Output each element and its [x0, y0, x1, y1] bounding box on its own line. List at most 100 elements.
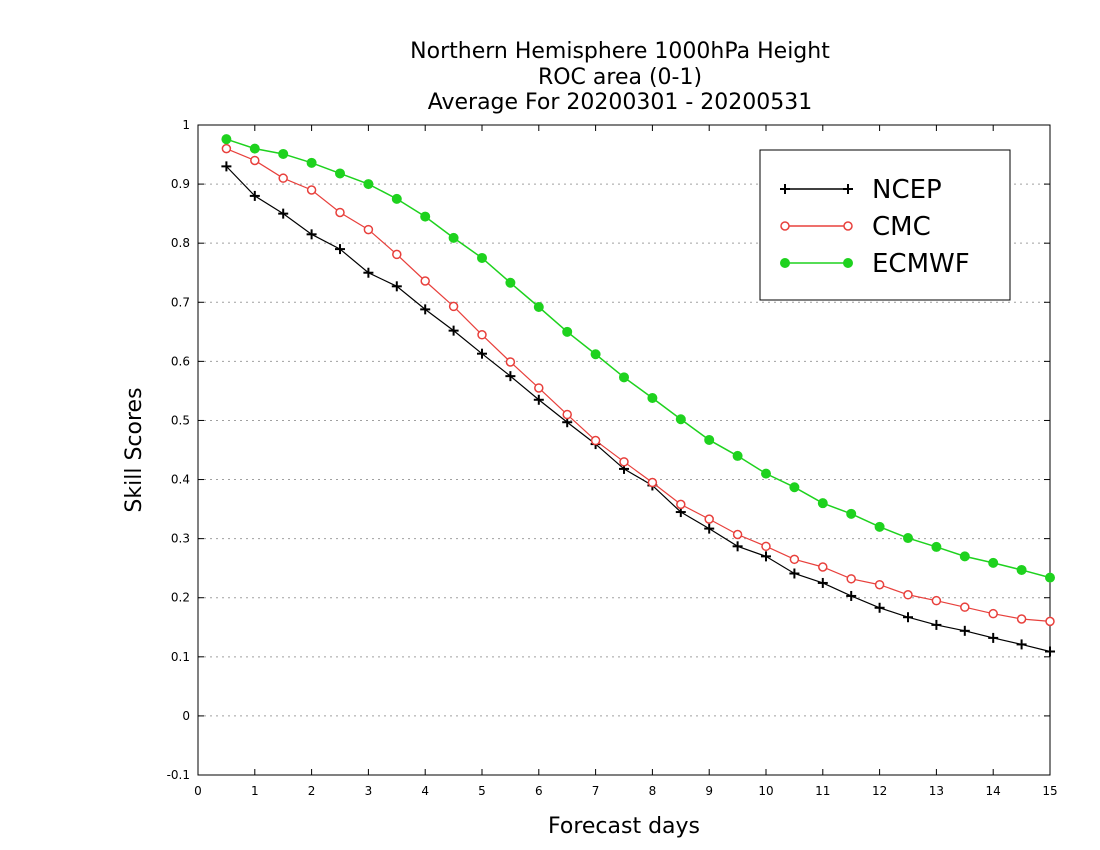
data-point-ecmwf — [874, 521, 885, 532]
x-tick-label: 4 — [421, 784, 429, 798]
plot-frame — [197, 124, 1051, 776]
data-point-cmc — [420, 276, 430, 286]
legend-item-ncep: NCEP — [780, 175, 942, 205]
data-point-cmc — [960, 602, 970, 612]
y-tick-label: 0.3 — [171, 532, 190, 546]
data-point-ecmwf — [391, 193, 402, 204]
data-point-ncep — [278, 208, 289, 219]
data-point-ncep — [817, 577, 828, 588]
data-point-ecmwf — [817, 498, 828, 509]
data-point-ecmwf — [363, 179, 374, 190]
data-point-ncep — [249, 190, 260, 201]
data-point-cmc — [477, 330, 487, 340]
data-point-ecmwf — [846, 508, 857, 519]
data-point-cmc — [988, 608, 998, 619]
x-tick-label: 13 — [929, 784, 944, 798]
data-point-ncep — [533, 394, 544, 405]
legend-marker-ncep — [780, 184, 790, 194]
data-point-ncep — [931, 619, 942, 630]
y-tick-label: 0.7 — [171, 295, 190, 309]
y-tick-label: 1 — [182, 118, 190, 132]
title-line-2: ROC area (0-1) — [538, 65, 702, 90]
data-point-cmc — [250, 155, 260, 166]
data-point-cmc — [534, 383, 544, 393]
x-tick-label: 6 — [535, 784, 543, 798]
data-point-cmc — [335, 207, 345, 218]
y-tick-label: 0.6 — [171, 354, 190, 368]
data-point-cmc — [903, 590, 913, 600]
data-point-ncep — [704, 523, 715, 534]
y-tick-label: 0.1 — [171, 650, 190, 664]
data-point-ncep — [505, 371, 516, 382]
data-point-cmc — [306, 185, 317, 195]
legend-label-cmc: CMC — [872, 212, 931, 242]
data-point-ecmwf — [761, 468, 771, 479]
data-point-ncep — [391, 281, 402, 292]
x-tick-label: 15 — [1042, 784, 1057, 798]
legend-label-ncep: NCEP — [872, 175, 942, 205]
y-tick-label: 0.5 — [171, 413, 190, 427]
data-point-cmc — [221, 143, 232, 154]
data-point-ecmwf — [931, 541, 942, 552]
data-point-ncep — [363, 267, 374, 278]
data-point-cmc — [931, 595, 942, 606]
data-point-cmc — [505, 357, 516, 367]
data-point-ecmwf — [647, 393, 658, 403]
x-tick-label: 8 — [649, 784, 657, 798]
data-point-ncep — [732, 541, 743, 552]
series-cmc — [221, 143, 1055, 627]
data-point-ecmwf — [448, 232, 459, 243]
legend-marker-ecmwf — [780, 258, 790, 268]
series-line-cmc — [226, 148, 1051, 622]
x-tick-label: 2 — [308, 784, 316, 798]
y-tick-label: 0.2 — [171, 591, 190, 605]
x-tick-label: 10 — [758, 784, 773, 798]
data-point-cmc — [704, 514, 714, 524]
y-tick-label: 0.8 — [171, 236, 190, 250]
x-tick-label: 7 — [592, 784, 600, 798]
data-point-ecmwf — [533, 302, 544, 312]
data-point-ecmwf — [619, 372, 629, 383]
data-point-cmc — [874, 579, 885, 590]
legend-items: NCEP CMC ECMWF — [780, 175, 970, 279]
data-point-ncep — [477, 348, 487, 359]
data-point-ncep — [988, 632, 999, 643]
data-point-ncep — [1045, 646, 1055, 657]
x-tick-label: 14 — [986, 784, 1001, 798]
legend-marker-ecmwf — [843, 258, 853, 268]
data-point-ncep — [903, 612, 913, 623]
title-line-1: Northern Hemisphere 1000hPa Height — [410, 39, 830, 64]
data-point-cmc — [818, 562, 828, 572]
data-point-ncep — [1016, 639, 1027, 650]
x-tick-label: 3 — [365, 784, 373, 798]
data-point-ecmwf — [903, 533, 913, 544]
data-point-ecmwf — [278, 148, 289, 159]
data-point-ecmwf — [335, 168, 345, 179]
data-point-ncep — [420, 304, 431, 315]
legend: NCEP CMC ECMWF — [759, 149, 1011, 301]
data-point-cmc — [392, 249, 402, 260]
data-point-ecmwf — [249, 143, 260, 154]
data-point-ecmwf — [988, 557, 999, 568]
data-point-ncep — [789, 568, 800, 579]
legend-marker-ncep — [843, 184, 853, 194]
x-axis: 0 1 2 3 4 5 6 7 8 9 10 11 12 13 14 15 — [194, 125, 1058, 798]
y-tick-label: 0 — [182, 709, 190, 723]
data-point-ecmwf — [590, 349, 601, 360]
data-point-cmc — [789, 554, 800, 565]
x-tick-label: 1 — [251, 784, 259, 798]
legend-label-ecmwf: ECMWF — [872, 249, 970, 279]
data-point-cmc — [1016, 614, 1027, 624]
title-line-3: Average For 20200301 - 20200531 — [428, 90, 813, 115]
data-point-cmc — [278, 173, 288, 183]
x-tick-label: 5 — [478, 784, 486, 798]
data-point-cmc — [846, 574, 856, 584]
x-tick-label: 12 — [872, 784, 887, 798]
chart-title: Northern Hemisphere 1000hPa Height ROC a… — [410, 39, 830, 115]
data-point-ecmwf — [675, 414, 686, 425]
data-point-cmc — [619, 457, 629, 467]
data-point-cmc — [448, 301, 459, 312]
data-point-cmc — [761, 541, 771, 552]
data-point-ecmwf — [420, 211, 431, 222]
